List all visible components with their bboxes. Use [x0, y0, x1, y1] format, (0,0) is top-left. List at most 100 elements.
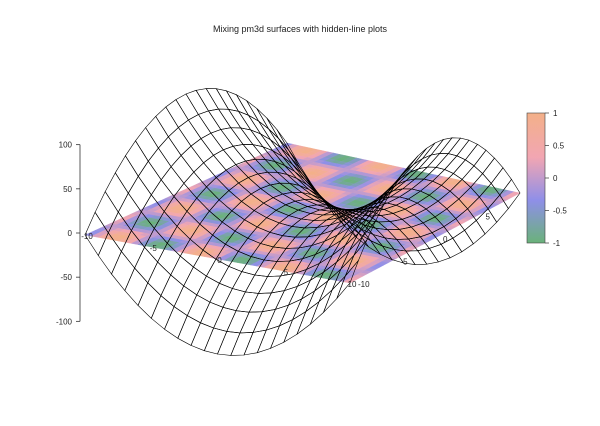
x-tick-label: 0: [217, 256, 222, 265]
z-tick-label: 50: [63, 185, 72, 194]
mesh-cell: [258, 120, 281, 148]
mesh-cell: [220, 127, 244, 147]
mesh-cell: [125, 140, 149, 177]
mesh-cell: [243, 329, 267, 356]
mesh-cell: [170, 154, 195, 184]
mesh-cell: [464, 219, 486, 245]
mesh-cell: [135, 127, 159, 162]
mesh-cell: [464, 143, 487, 167]
y-tick-label: 0: [443, 235, 448, 244]
mesh-cell: [147, 147, 172, 181]
mesh-cell: [239, 311, 263, 334]
mesh-cell: [170, 255, 194, 287]
mesh-cell: [124, 267, 149, 306]
mesh-cell: [231, 271, 256, 293]
colorbox: 1 0.5 0 -0.5 -1: [526, 109, 567, 248]
mesh-cell: [417, 248, 439, 265]
mesh-cell: [278, 298, 303, 327]
mesh-cell: [336, 260, 359, 299]
mesh-cell: [409, 154, 432, 173]
mesh-cell: [235, 93, 260, 122]
x-axis: -10 -5 0 5 10: [81, 232, 357, 289]
mesh-cell: [145, 115, 169, 149]
x-tick-label: 10: [348, 280, 357, 289]
mesh-cell: [160, 274, 185, 308]
mesh-cell: [232, 144, 256, 162]
mesh-cell: [137, 160, 162, 196]
mesh-cell: [185, 89, 209, 115]
mesh-cell: [137, 282, 162, 319]
mesh-cell: [269, 319, 294, 349]
mesh-cell: [237, 110, 262, 135]
colorbox-tick-label: 1: [553, 109, 558, 118]
mesh-cell: [283, 310, 307, 344]
mesh-cell: [230, 332, 254, 356]
mesh-cell: [257, 275, 282, 294]
mesh-cell: [246, 100, 269, 130]
colorbox-tick-label: 0: [553, 174, 558, 183]
mesh-cell: [217, 331, 241, 356]
colorbox-ticks: 1 0.5 0 -0.5 -1: [545, 109, 567, 248]
mesh-cell: [226, 310, 250, 334]
mesh-cell: [213, 306, 237, 332]
mesh-cell: [413, 142, 436, 165]
mesh-cell: [405, 250, 428, 265]
mesh-cell: [147, 261, 172, 297]
mesh-cell: [222, 288, 246, 312]
mesh-cell: [217, 108, 242, 129]
z-tick-label: 0: [68, 229, 73, 238]
mesh-cell: [456, 139, 478, 161]
pm3d-cell: [342, 279, 355, 284]
mesh-cell: [249, 129, 274, 152]
mesh-cell: [230, 127, 254, 145]
mesh-cell: [207, 108, 232, 130]
z-tick-label: 100: [59, 141, 73, 150]
z-tick-label: -100: [56, 317, 73, 326]
mesh-cell: [270, 273, 295, 294]
colorbox-gradient: [526, 112, 546, 244]
mesh-cell: [261, 290, 285, 313]
mesh-cell: [244, 274, 269, 294]
z-axis: 100 50 0 -50 -100: [56, 141, 81, 326]
mesh-cell: [104, 172, 129, 213]
mesh-cell: [196, 275, 220, 303]
mesh-cell: [287, 279, 312, 306]
y-tick-label: -10: [358, 280, 370, 289]
hidden-line-surface: [84, 88, 521, 356]
mesh-cell: [248, 292, 272, 313]
mesh-cell: [114, 155, 139, 194]
mesh-cell: [452, 229, 474, 253]
mesh-cell: [173, 285, 198, 317]
x-tick-label: 5: [284, 268, 289, 277]
mesh-cell: [205, 88, 230, 110]
mesh-cell: [210, 129, 234, 151]
mesh-cell: [150, 295, 175, 330]
colorbox-tick-label: 0.5: [553, 142, 565, 151]
pm3d-surface: [84, 142, 521, 284]
mesh-cell: [158, 136, 182, 168]
x-tick-label: -5: [150, 244, 158, 253]
x-tick-label: -10: [81, 232, 93, 241]
mesh-cell: [252, 309, 276, 333]
mesh-cell: [482, 157, 504, 184]
mesh-cell: [240, 127, 264, 148]
mesh-cell: [256, 325, 281, 354]
mesh-cell: [213, 149, 237, 171]
mesh-cell: [195, 88, 219, 112]
mesh-cell: [164, 306, 188, 339]
chart-title: Mixing pm3d surfaces with hidden-line pl…: [213, 24, 388, 34]
z-tick-label: -50: [60, 273, 72, 282]
mesh-cell: [203, 327, 228, 355]
y-tick-label: 5: [486, 213, 491, 222]
mesh-cell: [183, 266, 207, 296]
y-tick-label: -5: [401, 258, 409, 267]
mesh-cell: [111, 250, 135, 292]
colorbox-tick-label: -1: [553, 239, 561, 248]
colorbox-tick-label: -0.5: [553, 207, 567, 216]
mesh-cell: [227, 108, 252, 131]
mesh-cell: [197, 110, 222, 134]
mesh-cell: [165, 99, 189, 128]
mesh-cell: [235, 291, 259, 313]
mesh-cell: [222, 145, 247, 165]
